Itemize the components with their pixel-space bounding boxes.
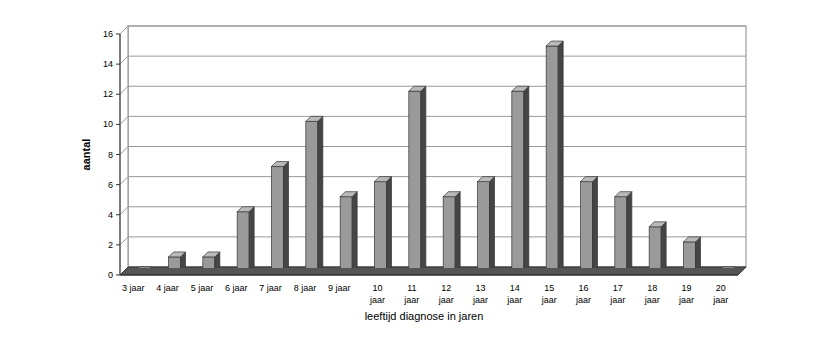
x-tick-label: 14jaar [506,283,522,305]
y-tick [116,154,120,155]
bar [306,116,323,268]
grid-line [120,267,746,275]
y-tick-label: 14 [103,59,113,69]
grid-line [120,116,746,124]
bar [375,177,392,268]
x-tick-label: 7 jaar [259,283,282,293]
grid-line [120,86,746,94]
bar [203,252,220,268]
x-axis [120,275,738,276]
x-tick-label: 13jaar [472,283,488,305]
x-tick-label: 8 jaar [294,283,317,293]
bar [443,192,460,268]
floor [120,267,746,275]
bar [134,267,151,268]
x-tick-label: 16jaar [575,283,591,305]
x-tick-label: 6 jaar [225,283,248,293]
x-tick-label: 19jaar [678,283,694,305]
bar [684,237,701,268]
grid-line [120,56,746,64]
y-tick-label: 0 [108,270,113,280]
bar [237,207,254,268]
bar [272,162,289,268]
bar [615,192,632,268]
y-tick-label: 16 [103,29,113,39]
grid-line [120,207,746,215]
x-tick-label: 18jaar [644,283,660,305]
y-axis [120,34,121,275]
grid-line [120,177,746,185]
y-tick-label: 4 [108,210,113,220]
y-tick [116,214,120,215]
x-tick-label: 15jaar [541,283,557,305]
y-tick-label: 6 [108,180,113,190]
grid-line [120,147,746,155]
bar [340,192,357,268]
y-tick [116,64,120,65]
y-tick [116,34,120,35]
bar [581,177,598,268]
chart: 0 2 4 6 8 10 12 14 16 3 jaar 4 jaar 5 jaar 6 jaar 7 j… [0,0,817,355]
y-tick [116,124,120,125]
x-tick-label: 17jaar [609,283,625,305]
bar [512,86,529,268]
y-tick-label: 8 [108,150,113,160]
y-tick [116,94,120,95]
y-tick-label: 12 [103,89,113,99]
x-tick-label: 9 jaar [328,283,351,293]
y-tick [116,184,120,185]
bar [546,41,563,268]
x-tick-label: 3 jaar [122,283,145,293]
y-axis-label: aantal [80,139,92,171]
x-tick-label: 12jaar [438,283,454,305]
x-tick-label: 11jaar [403,283,419,305]
bar [409,86,426,268]
y-tick [116,244,120,245]
bar [478,177,495,268]
grid-line [120,26,746,34]
x-tick-label: 20jaar [712,283,728,305]
bar [718,267,735,268]
x-tick-label: 4 jaar [156,283,179,293]
bars [134,41,735,268]
x-tick-label: 5 jaar [191,283,214,293]
y-tick-label: 10 [103,119,113,129]
y-tick-label: 2 [108,240,113,250]
x-tick-label: 10jaar [369,283,385,305]
bar [169,252,186,268]
bar [649,222,666,268]
x-axis-label: leeftijd diagnose in jaren [365,310,484,322]
